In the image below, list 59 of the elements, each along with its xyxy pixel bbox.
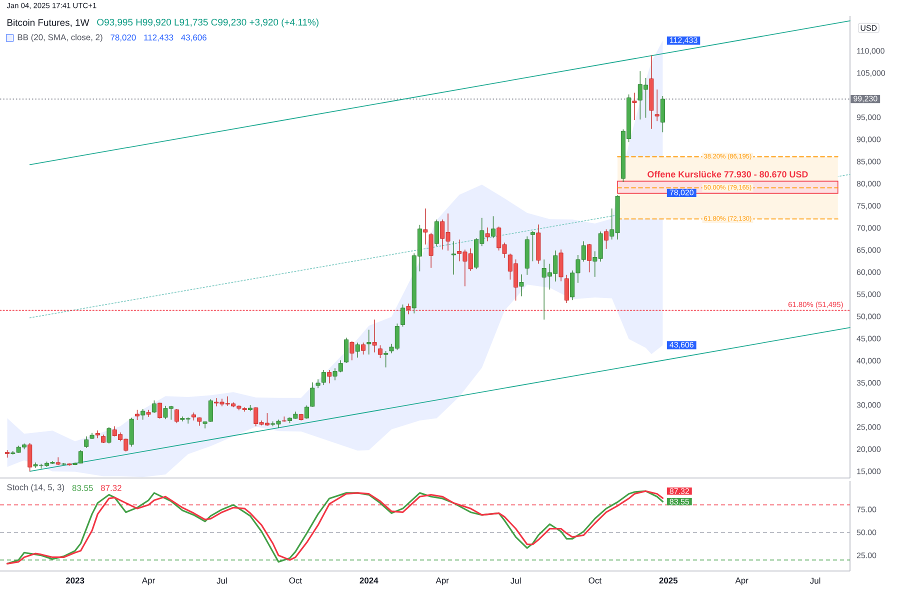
candlestick	[134, 410, 140, 420]
candlestick	[366, 329, 372, 355]
candlestick	[564, 274, 569, 304]
candlestick	[451, 240, 456, 275]
candlestick	[378, 344, 382, 358]
candlestick	[632, 92, 637, 120]
candlestick	[372, 319, 377, 353]
x-tick-label: Apr	[436, 578, 449, 586]
candlestick	[310, 382, 315, 408]
x-tick-label: Jul	[510, 578, 521, 584]
text: 83.55	[72, 485, 93, 491]
chart-title: Stoch (14, 5, 3)	[7, 484, 64, 492]
candlestick	[28, 442, 32, 472]
text: 112,433	[144, 34, 174, 42]
candlestick	[361, 342, 366, 355]
x-tick-label: Oct	[588, 578, 602, 584]
legend-label: BB (20, SMA, close, 2)	[18, 34, 102, 42]
x-tick-label: Apr	[142, 578, 155, 586]
candlestick	[558, 249, 564, 282]
candlestick	[152, 400, 156, 414]
candlestick	[400, 304, 406, 327]
candlestick	[344, 337, 349, 364]
x-tick-label: Jul	[216, 578, 227, 584]
candlestick	[140, 408, 146, 420]
candlestick	[350, 340, 354, 361]
candlestick	[423, 208, 428, 245]
candlestick	[321, 370, 326, 386]
candlestick	[604, 228, 608, 250]
candlestick	[384, 350, 388, 368]
candlestick	[490, 216, 496, 238]
candlestick	[654, 89, 660, 122]
x-tick-label: Apr	[735, 578, 748, 586]
text: 43,606	[181, 34, 206, 42]
candlestick	[406, 303, 411, 315]
candlestick	[84, 436, 89, 448]
candlestick	[158, 402, 162, 420]
candlestick	[355, 342, 360, 358]
text: 87.32	[100, 485, 122, 491]
candlestick	[327, 370, 332, 384]
candlestick	[304, 405, 309, 420]
x-tick-label: Oct	[289, 578, 302, 584]
text: 78,020	[110, 34, 136, 42]
candlestick	[485, 227, 490, 242]
x-tick-label: 2024	[360, 578, 378, 584]
candlestick	[587, 244, 592, 273]
candlestick	[146, 410, 151, 418]
candlestick	[434, 219, 439, 246]
candlestick	[428, 232, 434, 268]
chart-subtitle: O93,995 H99,920 L91,735 C99,230 +3,920 (+4.11%)	[97, 18, 318, 28]
candlestick	[174, 408, 180, 424]
legend-label: Offene Kurslücke 77.930 - 80.670 USD	[648, 170, 808, 178]
x-tick-label: 2025	[659, 578, 678, 584]
candlestick	[660, 96, 665, 133]
chart-title: Bitcoin Futures, 1W	[7, 18, 90, 28]
candlestick	[106, 426, 112, 444]
x-tick-label: 2023	[66, 578, 84, 584]
candlestick	[530, 230, 536, 262]
x-tick-label: Jul	[810, 578, 820, 584]
candlestick	[519, 274, 524, 297]
